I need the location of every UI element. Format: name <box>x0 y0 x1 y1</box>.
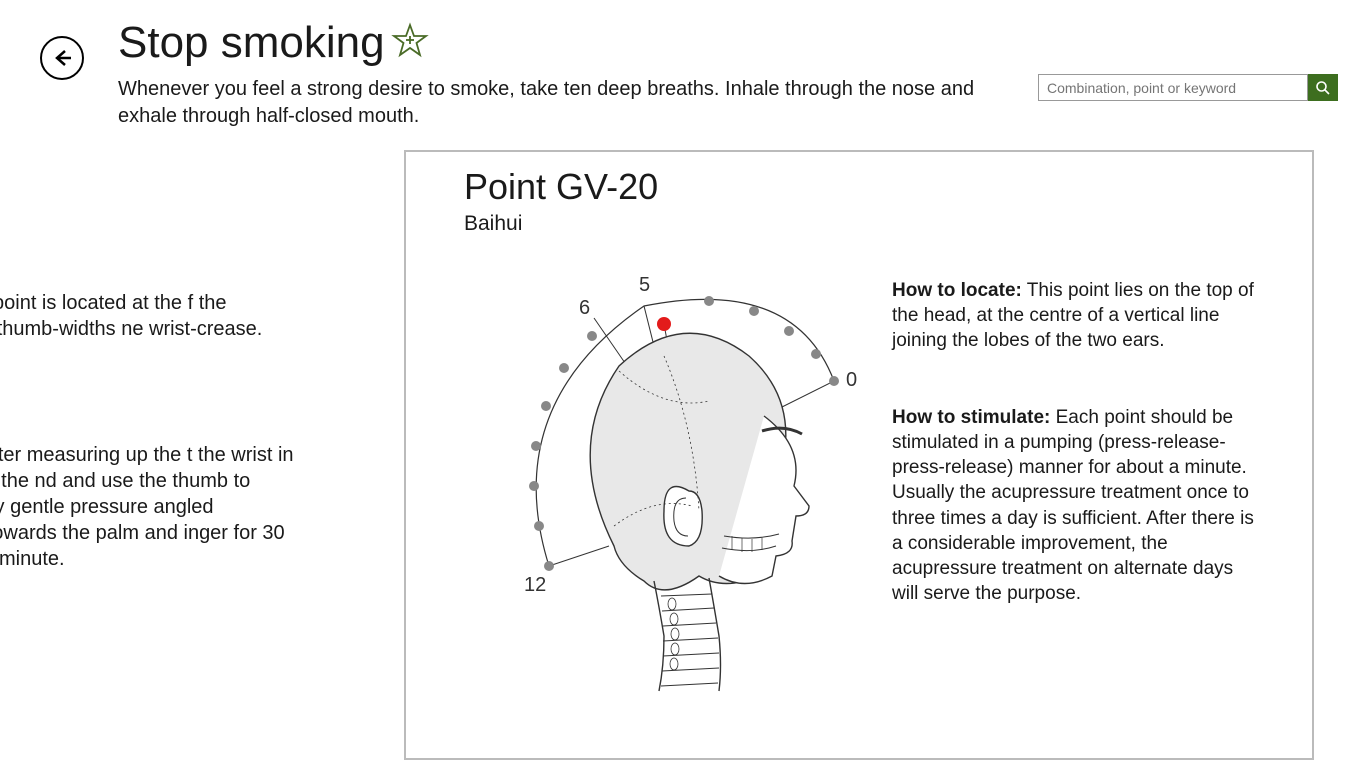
back-arrow-icon <box>51 47 73 69</box>
search-icon <box>1315 80 1331 96</box>
page-subtitle: Whenever you feel a strong desire to smo… <box>118 76 988 130</box>
diagram-label-6: 6 <box>579 297 590 319</box>
previous-point-panel: locate: This point is located at the f t… <box>0 290 300 572</box>
search-button[interactable] <box>1308 74 1338 101</box>
point-card: Point GV-20 Baihui <box>404 150 1314 760</box>
diagram-label-5: 5 <box>639 274 650 296</box>
prev-stimulate-text: After measuring up the t the wrist in th… <box>0 444 294 570</box>
stimulate-label: How to stimulate: <box>892 407 1050 428</box>
search-input[interactable] <box>1038 74 1308 101</box>
locate-label: How to locate: <box>892 280 1022 301</box>
diagram: 5 6 0 12 <box>464 246 884 701</box>
point-title: Point GV-20 <box>464 166 1254 208</box>
page-title: Stop smoking <box>118 18 385 68</box>
back-button[interactable] <box>40 36 84 80</box>
acupressure-point-marker <box>657 317 671 331</box>
prev-locate-text: This point is located at the f the forea… <box>0 292 262 340</box>
point-subtitle: Baihui <box>464 212 1254 236</box>
diagram-label-12: 12 <box>524 574 546 596</box>
search-bar <box>1038 74 1338 101</box>
favorite-star-icon[interactable] <box>391 22 429 60</box>
diagram-label-0: 0 <box>846 369 857 391</box>
stimulate-text: Each point should be stimulated in a pum… <box>892 407 1254 604</box>
